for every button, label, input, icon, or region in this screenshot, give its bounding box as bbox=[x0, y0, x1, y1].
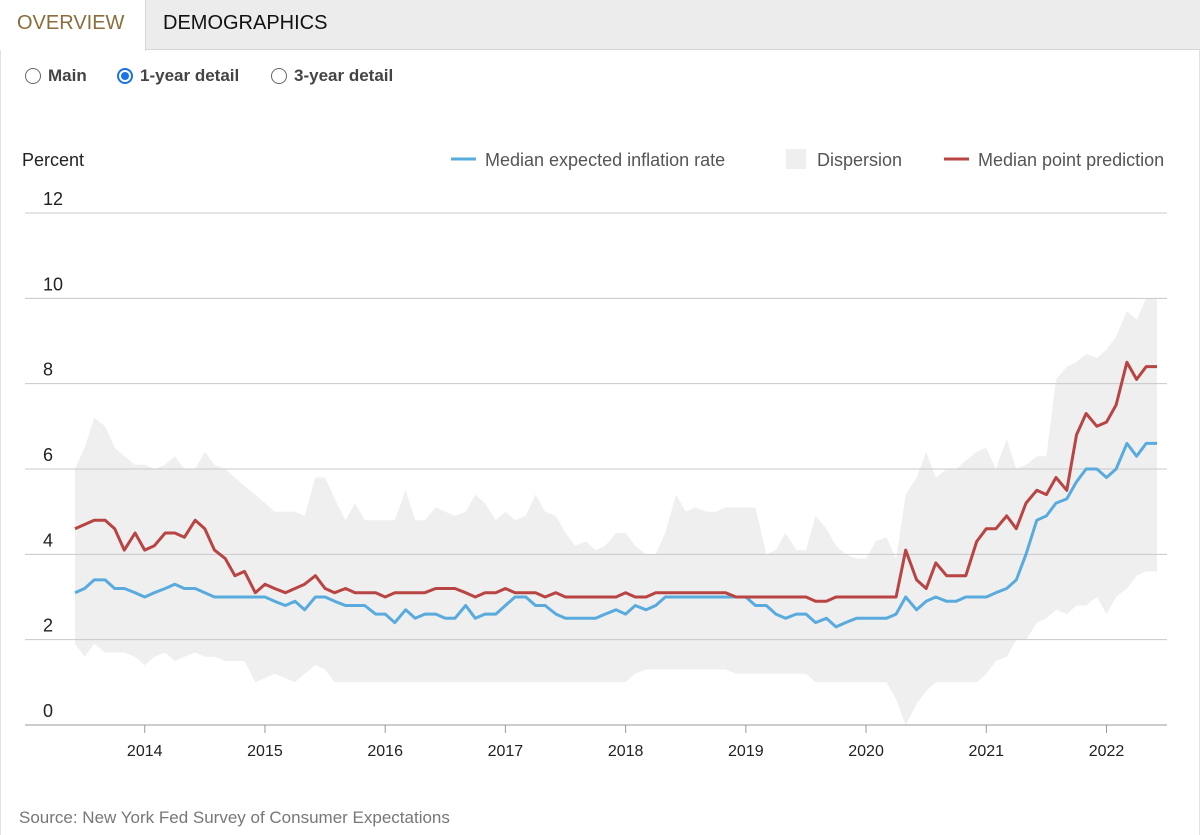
y-tick-label-6: 6 bbox=[43, 445, 53, 465]
x-tick-label-2017: 2017 bbox=[488, 743, 524, 760]
radio-3-year-detail[interactable]: 3-year detail bbox=[271, 66, 393, 86]
median-point-line bbox=[74, 360, 1157, 603]
y-tick-label-2: 2 bbox=[43, 616, 53, 636]
legend-item-median-point[interactable]: Median point prediction bbox=[944, 150, 1164, 170]
legend-swatch-dispersion bbox=[786, 149, 806, 169]
radio-main-label: Main bbox=[48, 66, 87, 85]
source-note: Source: New York Fed Survey of Consumer … bbox=[19, 808, 450, 827]
dispersion-band bbox=[75, 298, 1157, 725]
x-tick-label-2015: 2015 bbox=[247, 743, 283, 760]
x-tick-label-2014: 2014 bbox=[127, 743, 163, 760]
tab-overview[interactable]: OVERVIEW bbox=[0, 0, 146, 51]
radio-3-year-detail-label: 3-year detail bbox=[294, 66, 394, 85]
legend-label-median-expected: Median expected inflation rate bbox=[485, 150, 725, 170]
inflation-chart: 0 2 4 6 8 10 12 2014 2015 2016 2017 2018 2019 2020 202… bbox=[22, 149, 1167, 760]
y-tick-label-0: 0 bbox=[43, 701, 53, 721]
legend-item-dispersion[interactable]: Dispersion bbox=[786, 149, 902, 170]
y-tick-label-8: 8 bbox=[43, 360, 53, 380]
radio-circle-icon[interactable] bbox=[117, 68, 133, 84]
y-tick-label-4: 4 bbox=[43, 530, 53, 550]
y-tick-label-12: 12 bbox=[43, 189, 63, 209]
x-tick-label-2022: 2022 bbox=[1089, 743, 1125, 760]
x-tick-label-2019: 2019 bbox=[728, 743, 764, 760]
tab-demographics[interactable]: DEMOGRAPHICS bbox=[163, 12, 328, 34]
legend-item-median-expected[interactable]: Median expected inflation rate bbox=[451, 150, 725, 170]
median-expected-line bbox=[74, 441, 1157, 629]
radio-1-year-detail-label: 1-year detail bbox=[140, 66, 240, 85]
y-tick-label-10: 10 bbox=[43, 274, 63, 294]
tab-bar: OVERVIEW DEMOGRAPHICS bbox=[0, 0, 1200, 51]
y-axis-label: Percent bbox=[22, 150, 84, 170]
radio-circle-icon[interactable] bbox=[25, 68, 41, 84]
x-tick-label-2016: 2016 bbox=[367, 743, 403, 760]
legend-label-dispersion: Dispersion bbox=[817, 150, 902, 170]
legend-label-median-point: Median point prediction bbox=[978, 150, 1164, 170]
x-tick-label-2018: 2018 bbox=[608, 743, 644, 760]
radio-circle-icon[interactable] bbox=[271, 68, 287, 84]
legend: Median expected inflation rate Dispersio… bbox=[451, 149, 1164, 170]
x-tick-label-2021: 2021 bbox=[968, 743, 1004, 760]
radio-1-year-detail[interactable]: 1-year detail bbox=[117, 66, 239, 86]
x-tick-label-2020: 2020 bbox=[848, 743, 884, 760]
radio-main[interactable]: Main bbox=[25, 66, 87, 86]
